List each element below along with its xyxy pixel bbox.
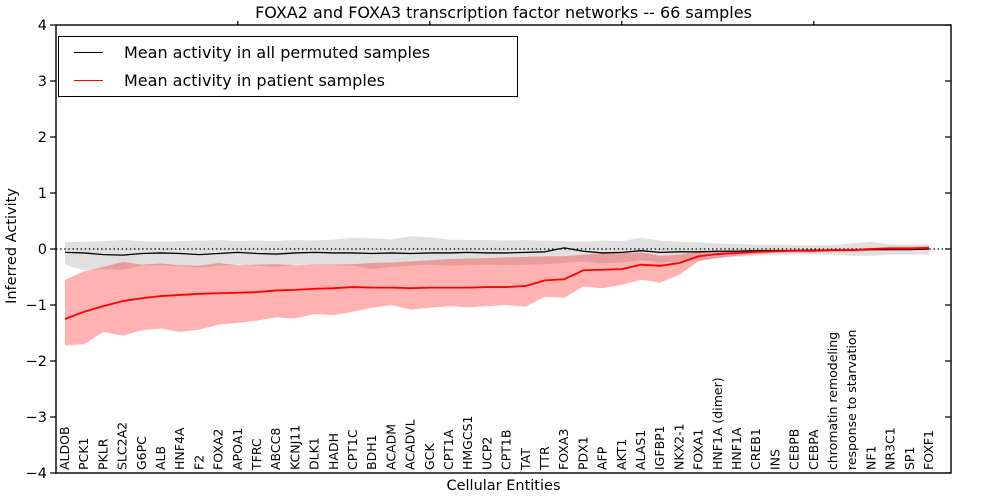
- x-tick-label: APOA1: [230, 428, 245, 470]
- x-tick-label: FOXA3: [556, 429, 571, 470]
- x-tick-label: HADH: [326, 433, 341, 470]
- x-tick-label: NKX2-1: [671, 423, 686, 470]
- x-tick-label: ACADVL: [403, 419, 418, 470]
- black-line-swatch: [74, 51, 103, 53]
- x-tick-label: DLK1: [307, 437, 322, 470]
- x-tick-label: ACADM: [383, 424, 398, 470]
- x-tick-label: ALB: [153, 446, 168, 470]
- red-line-swatch: [74, 80, 103, 82]
- patient-confidence-band: [65, 246, 929, 346]
- x-tick-label: PCK1: [76, 438, 91, 470]
- x-tick-label: CPT1B: [499, 430, 514, 470]
- y-tick-label: −1: [26, 298, 47, 314]
- x-tick-label: response to starvation: [844, 330, 859, 471]
- x-tick-label: TAT: [518, 448, 533, 471]
- y-tick-label: 2: [38, 130, 47, 146]
- x-tick-label: CPT1A: [441, 429, 456, 470]
- chart-title: FOXA2 and FOXA3 transcription factor net…: [255, 3, 752, 22]
- x-tick-label: SLC2A2: [115, 422, 130, 470]
- x-tick-label: INS: [767, 449, 782, 470]
- x-tick-label: TTR: [537, 446, 552, 471]
- x-tick-label: G6PC: [134, 436, 149, 470]
- x-tick-label: BDH1: [364, 434, 379, 470]
- x-tick-label: ALAS1: [633, 430, 648, 470]
- x-axis-label: Cellular Entities: [446, 478, 561, 494]
- x-tick-label: UCP2: [479, 437, 494, 470]
- y-tick-label: −4: [26, 466, 47, 482]
- y-tick-label: 0: [38, 242, 47, 258]
- x-tick-label: ALDOB: [57, 426, 72, 470]
- legend-label-permuted-samples: Mean activity in all permuted samples: [124, 42, 431, 62]
- x-tick-label: FOXA1: [691, 429, 706, 470]
- x-tick-label: IGFBP1: [652, 425, 667, 470]
- x-tick-label: AKT1: [614, 439, 629, 470]
- x-tick-label: CEBPB: [787, 429, 802, 470]
- legend-item-permuted-samples: Mean activity in all permuted samples: [74, 39, 517, 65]
- y-tick-label: 4: [38, 18, 47, 34]
- x-tick-label: SP1: [902, 447, 917, 470]
- x-tick-label: CEBPA: [806, 429, 821, 470]
- legend: Mean activity in all permuted samples Me…: [58, 36, 518, 97]
- x-tick-label: HNF1A: [729, 427, 744, 470]
- x-tick-label: FOXF1: [921, 430, 936, 470]
- x-tick-label: KCNJ11: [287, 425, 302, 470]
- x-tick-label: HNF1A (dimer): [710, 377, 725, 470]
- x-tick-label: GCK: [422, 443, 437, 470]
- y-tick-label: −3: [26, 410, 47, 426]
- legend-item-patient-samples: Mean activity in patient samples: [74, 68, 517, 94]
- x-tick-label: CREB1: [748, 428, 763, 470]
- patient-mean-line: [64, 246, 930, 320]
- x-tick-label: FOXA2: [211, 429, 226, 470]
- x-tick-label: AFP: [595, 446, 610, 470]
- x-tick-label: chromatin remodeling: [825, 332, 840, 470]
- y-tick-label: −2: [26, 354, 47, 370]
- x-tick-label: NF1: [863, 446, 878, 471]
- x-tick-label: TFRC: [249, 438, 264, 471]
- x-tick-label: PKLR: [95, 438, 110, 470]
- legend-label-patient-samples: Mean activity in patient samples: [124, 71, 385, 91]
- x-tick-label: F2: [191, 455, 206, 470]
- x-tick-label: PDX1: [575, 436, 590, 470]
- x-tick-label: HMGCS1: [460, 416, 475, 471]
- x-tick-label: NR3C1: [883, 427, 898, 470]
- x-tick-label: ABCC8: [268, 428, 283, 470]
- x-tick-label: CPT1C: [345, 429, 360, 470]
- y-tick-label: 3: [38, 74, 47, 90]
- y-tick-label: 1: [38, 186, 47, 202]
- x-tick-label: HNF4A: [172, 427, 187, 470]
